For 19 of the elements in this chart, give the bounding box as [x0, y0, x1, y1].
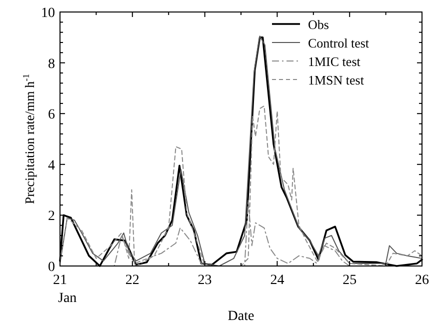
x-tick-label: 24 [270, 273, 284, 288]
legend-label: 1MIC test [308, 54, 361, 69]
y-tick-label: 10 [41, 6, 55, 21]
legend-label: 1MSN test [308, 72, 364, 88]
x-tick-label: 25 [342, 273, 357, 288]
text: Jan [58, 291, 77, 306]
y-tick-label: 8 [48, 56, 55, 72]
legend-label: Obs [308, 17, 329, 32]
legend-label: Control test [308, 36, 370, 50]
y-tick-label: 2 [48, 209, 55, 224]
y-tick-label: 6 [48, 108, 55, 123]
x-axis-title: Date [228, 309, 254, 324]
x-tick-label: 26 [415, 273, 429, 288]
y-tick-label: 0 [48, 260, 55, 275]
x-tick-label: 21 [53, 273, 67, 288]
y-tick-label: 4 [48, 158, 55, 174]
x-tick-label: 22 [125, 273, 140, 288]
line-series [60, 105, 422, 266]
x-tick-label: 23 [198, 273, 212, 288]
